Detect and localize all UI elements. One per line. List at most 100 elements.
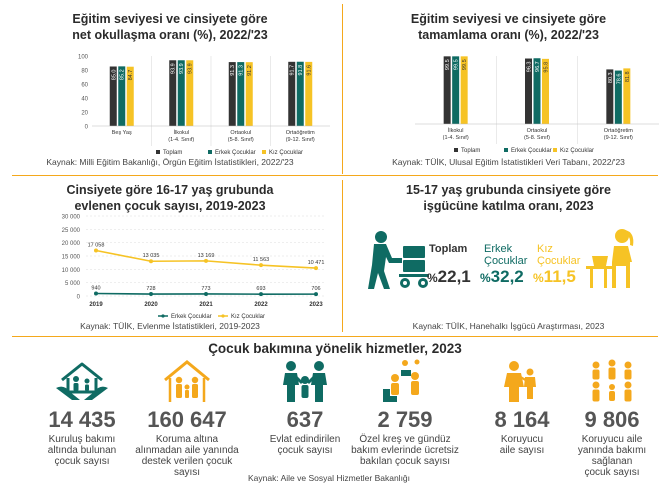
bar xyxy=(288,61,296,126)
completion-panel: Eğitim seviyesi ve cinsiyete göre tamaml… xyxy=(347,0,670,172)
service-label: Evlat edindirilen çocuk sayısı xyxy=(269,434,341,456)
lfp-title: 15-17 yaş grubunda cinsiyete göre işgücü… xyxy=(406,183,611,213)
legend-swatch xyxy=(262,150,266,154)
hands-family-icon xyxy=(56,362,108,400)
x-tick-label: İlkokul xyxy=(448,127,464,134)
legend-marker xyxy=(161,314,165,318)
legend-label: Erkek Çocuklar xyxy=(511,148,552,154)
data-label: 99.5 xyxy=(454,59,460,70)
data-label: 91.2 xyxy=(247,65,253,76)
data-label: 99.5 xyxy=(462,59,468,70)
enrollment-title: Eğitim seviyesi ve cinsiyete göre net ok… xyxy=(72,12,268,42)
service-label: Koruyucu aile sayısı xyxy=(499,434,545,456)
lfp-kiz-value: %11,5 xyxy=(533,267,576,286)
bar xyxy=(109,66,117,126)
y-tick-label: 0 xyxy=(77,295,81,301)
lfp-toplam-value: %22,1 xyxy=(427,267,471,286)
y-tick-label: 0 xyxy=(85,125,89,131)
data-label: 693 xyxy=(256,286,265,292)
x-tick-label: 2019 xyxy=(89,302,103,308)
data-label: 91.3 xyxy=(230,65,236,76)
x-tick-label: Ortaokul xyxy=(527,128,548,134)
data-label: 10 471 xyxy=(308,260,325,266)
data-point xyxy=(94,248,98,253)
data-label: 96.3 xyxy=(527,62,533,73)
legend-swatch xyxy=(454,148,458,152)
x-tick-label: 2023 xyxy=(309,302,323,308)
lfp-panel: 15-17 yaş grubunda cinsiyete göre işgücü… xyxy=(347,176,670,336)
foster-parent-icon xyxy=(504,361,536,402)
x-tick-label: Beş Yaş xyxy=(112,130,132,136)
lfp-erkek-value: %32,2 xyxy=(480,267,524,286)
foster-children-icon xyxy=(592,359,632,402)
data-label: 91.6 xyxy=(307,65,313,76)
service-item: 9 806 Koruyucu aile yanında bakımı sağla… xyxy=(558,358,666,478)
legend-swatch xyxy=(553,148,557,152)
data-label: 85.0 xyxy=(111,70,117,81)
x-tick-label: Ortaokul xyxy=(230,130,251,136)
bar xyxy=(606,69,614,124)
data-label: 11 563 xyxy=(253,257,269,263)
y-tick-label: 60 xyxy=(81,83,88,89)
x-tick-label: (5-8. Sınıf) xyxy=(228,137,254,143)
lfp-erkek-label: Erkek Çocuklar xyxy=(484,243,528,267)
service-item: 2 759 Özel kreş ve gündüz bakım evlerind… xyxy=(351,358,459,467)
family-house-icon xyxy=(164,360,210,402)
bar xyxy=(169,60,177,126)
data-label: 13 035 xyxy=(143,253,160,259)
service-label: Özel kreş ve gündüz bakım evlerinde ücre… xyxy=(351,434,459,467)
bar xyxy=(525,58,532,124)
bar xyxy=(118,66,126,126)
divider-top-vertical xyxy=(342,4,343,174)
y-tick-label: 20 000 xyxy=(62,241,81,247)
data-label: 706 xyxy=(311,286,320,292)
enrollment-panel: Eğitim seviyesi ve cinsiyete göre net ok… xyxy=(0,0,340,172)
legend-swatch xyxy=(156,150,160,154)
data-label: 773 xyxy=(201,286,210,292)
y-tick-label: 5 000 xyxy=(65,281,81,287)
data-label: 91.3 xyxy=(239,65,245,76)
data-label: 84.7 xyxy=(128,70,134,81)
y-tick-label: 25 000 xyxy=(62,228,81,234)
data-point xyxy=(259,263,263,268)
y-tick-label: 20 xyxy=(81,111,88,117)
lfp-toplam-label: Toplam xyxy=(429,243,468,255)
divider-mid-vertical xyxy=(342,180,343,332)
data-point xyxy=(149,259,153,264)
marriage-title: Cinsiyete göre 16-17 yaş grubunda evlene… xyxy=(66,183,274,213)
data-point xyxy=(314,266,318,271)
service-value: 9 806 xyxy=(584,407,640,432)
data-label: 93.9 xyxy=(171,63,177,74)
data-label: 13 169 xyxy=(198,253,215,259)
service-item: 8 164 Koruyucu aile sayısı xyxy=(468,358,576,456)
legend-swatch xyxy=(208,150,212,154)
data-point xyxy=(204,258,208,263)
legend-marker xyxy=(221,314,225,318)
divider-bottom-horizontal xyxy=(12,336,658,337)
nursery-children-icon xyxy=(383,359,420,402)
service-label: Koruyucu aile yanında bakımı sağlanan ço… xyxy=(577,434,647,478)
data-label: 91.8 xyxy=(298,65,304,76)
bar xyxy=(533,58,541,124)
y-tick-label: 40 xyxy=(81,97,88,103)
y-tick-label: 80 xyxy=(81,69,88,75)
data-label: 80.3 xyxy=(608,72,614,83)
services-source: Kaynak: Aile ve Sosyal Hizmetler Bakanlı… xyxy=(247,473,411,483)
x-tick-label: (1-4. Sınıf) xyxy=(168,137,194,143)
data-point xyxy=(94,291,98,296)
bar xyxy=(177,60,185,126)
data-label: 99.5 xyxy=(445,59,451,70)
enrollment-source: Kaynak: Milli Eğitim Bakanlığı, Örgün Eğ… xyxy=(46,157,294,167)
lfp-source: Kaynak: TÜİK, Hanehalkı İşgücü Araştırma… xyxy=(412,321,605,331)
completion-title: Eğitim seviyesi ve cinsiyete göre tamaml… xyxy=(410,12,607,42)
bar xyxy=(245,62,253,126)
marriage-source: Kaynak: TÜİK, Evlenme İstatistikleri, 20… xyxy=(80,321,260,331)
bar xyxy=(126,66,134,126)
service-item: 14 435 Kuruluş bakımı altında bulunan ço… xyxy=(28,358,136,467)
x-tick-label: 2020 xyxy=(144,302,158,308)
data-label: 95.8 xyxy=(544,62,550,73)
data-label: 93.9 xyxy=(188,63,194,74)
legend-label: Kız Çocuklar xyxy=(560,148,594,154)
